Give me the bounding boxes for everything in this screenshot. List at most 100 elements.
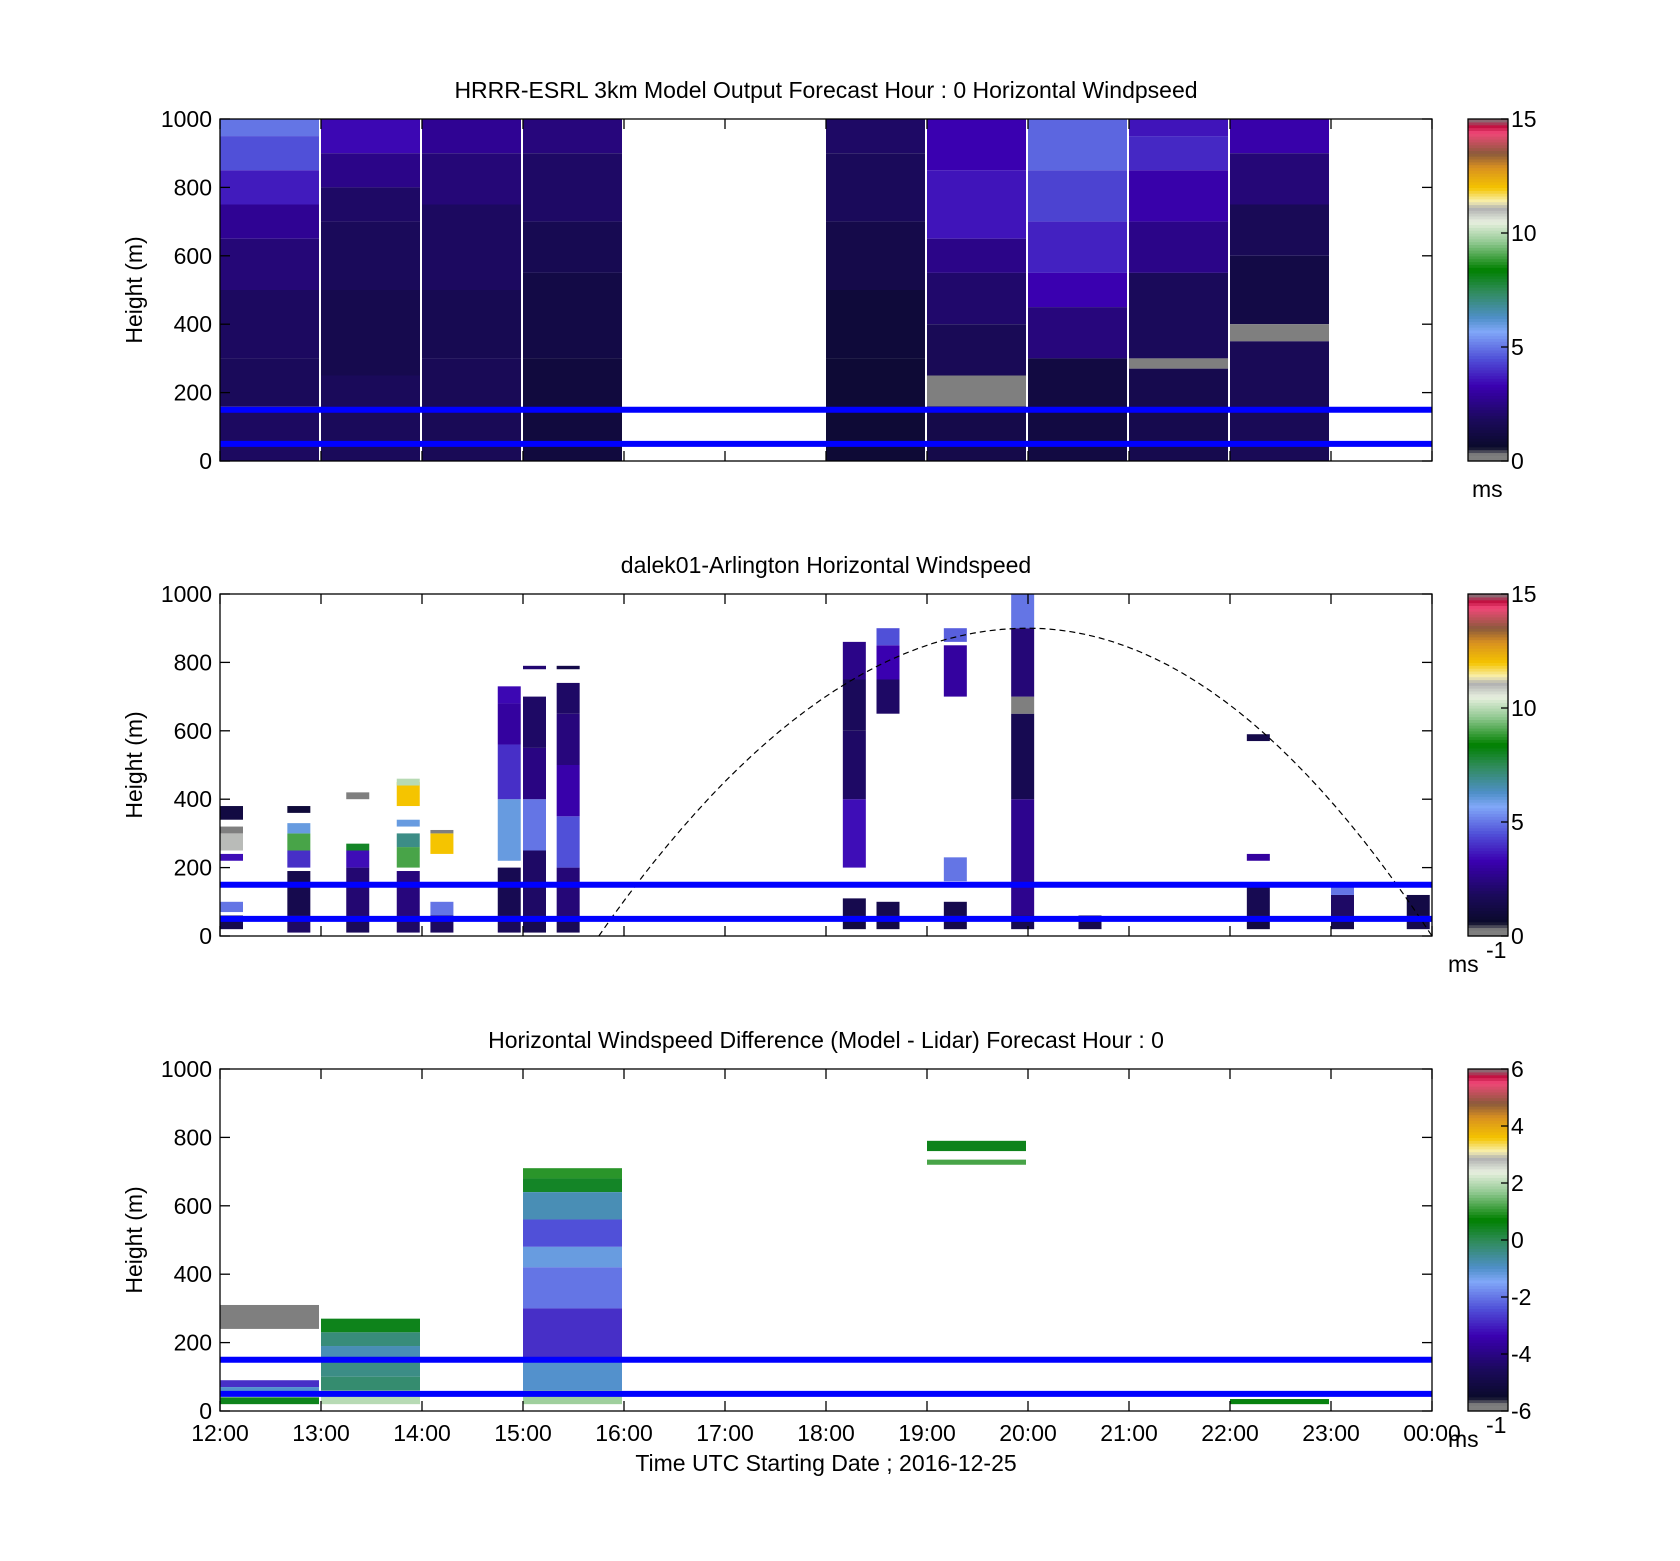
colorbar-step <box>1468 1354 1508 1358</box>
colorbar-step <box>1468 1385 1508 1389</box>
colorbar-step <box>1468 406 1508 411</box>
colorbar-step <box>1468 651 1508 655</box>
colorbar-step <box>1468 270 1508 274</box>
y-tick-label: 600 <box>174 718 212 744</box>
colorbar-step <box>1468 1334 1508 1338</box>
heat-cell <box>321 1346 420 1360</box>
colorbar-step <box>1468 710 1508 715</box>
panel-1: HRRR-ESRL 3km Model Output Forecast Hour… <box>121 77 1537 502</box>
colorbar-step <box>1468 173 1508 177</box>
heat-cell <box>321 1376 420 1391</box>
colorbar-step <box>1468 170 1508 174</box>
y-tick-label: 800 <box>174 174 212 200</box>
colorbar-step <box>1468 594 1508 598</box>
heat-cell <box>556 765 580 817</box>
colorbar-step <box>1468 613 1508 618</box>
heat-cell <box>497 744 521 800</box>
colorbar-step <box>1468 1220 1508 1224</box>
colorbar-step <box>1468 1114 1508 1119</box>
heat-cell <box>1129 272 1228 359</box>
colorbar-step <box>1468 1359 1508 1364</box>
colorbar-step <box>1468 659 1508 663</box>
heat-cell <box>287 833 311 851</box>
x-tick-label: 00:00 <box>1403 1420 1461 1446</box>
colorbar-step <box>1468 210 1508 214</box>
heat-cell <box>943 645 967 697</box>
colorbar-step <box>1468 1194 1508 1198</box>
colorbar-step <box>1468 784 1508 789</box>
heat-cell <box>1230 153 1329 205</box>
colorbar-step <box>1468 124 1508 129</box>
colorbar-step <box>1468 1365 1508 1369</box>
colorbar-step <box>1468 298 1508 302</box>
heat-cell <box>321 119 420 154</box>
colorbar-step <box>1468 235 1508 240</box>
colorbar-step <box>1468 415 1508 419</box>
heat-cell <box>876 679 900 714</box>
colorbar-step <box>1468 921 1508 926</box>
colorbar-step <box>1468 307 1508 311</box>
heat-cell <box>556 682 580 714</box>
colorbar-step <box>1468 1408 1508 1412</box>
heat-cell <box>220 358 319 407</box>
colorbar-step <box>1468 292 1508 297</box>
heat-cell <box>1230 255 1329 325</box>
colorbar-step <box>1468 438 1508 442</box>
colorbar-step <box>1468 1200 1508 1204</box>
heat-cell <box>1230 119 1329 154</box>
heat-cell <box>1011 628 1035 697</box>
colorbar-step <box>1468 839 1508 843</box>
colorbar-step <box>1468 633 1508 638</box>
colorbar-step <box>1468 1225 1508 1230</box>
colorbar-step <box>1468 304 1508 308</box>
colorbar-step <box>1468 887 1508 891</box>
heat-cell <box>287 823 311 834</box>
colorbar-step <box>1468 765 1508 769</box>
x-tick-label: 23:00 <box>1302 1420 1360 1446</box>
heat-cell <box>523 747 546 800</box>
colorbar-step <box>1468 290 1508 294</box>
heat-cell <box>1129 358 1228 369</box>
colorbar-step <box>1468 804 1508 809</box>
colorbar-step <box>1468 927 1508 931</box>
colorbar-step <box>1468 352 1508 357</box>
heat-cell <box>523 665 546 670</box>
colorbar-step <box>1468 1399 1508 1404</box>
colorbar-step <box>1468 682 1508 686</box>
colorbar-step <box>1468 1180 1508 1184</box>
colorbar-step <box>1468 1316 1508 1321</box>
colorbar-step <box>1468 1382 1508 1386</box>
colorbar-step <box>1468 679 1508 683</box>
colorbar-step <box>1468 190 1508 194</box>
heat-cell <box>497 686 521 704</box>
heat-cell <box>422 153 521 205</box>
colorbar-step <box>1468 1291 1508 1295</box>
colorbar-step <box>1468 238 1508 243</box>
colorbar-step <box>1468 1336 1508 1341</box>
heat-cell <box>497 799 521 861</box>
heat-cell <box>1406 894 1430 916</box>
colorbar-step <box>1468 301 1508 305</box>
colorbar-step <box>1468 275 1508 280</box>
heat-cell <box>220 1387 319 1394</box>
colorbar-step <box>1468 861 1508 866</box>
colorbar-step <box>1468 1211 1508 1215</box>
colorbar-step <box>1468 138 1508 143</box>
colorbar-step <box>1468 1168 1508 1173</box>
colorbar-tick-label: 5 <box>1511 809 1524 835</box>
colorbar-step <box>1468 796 1508 800</box>
colorbar-step <box>1468 1165 1508 1170</box>
colorbar-step <box>1468 1228 1508 1233</box>
heat-cell <box>1129 119 1228 137</box>
colorbar-step <box>1468 147 1508 151</box>
colorbar-step <box>1468 369 1508 374</box>
colorbar-step <box>1468 1308 1508 1312</box>
colorbar-step <box>1468 622 1508 626</box>
colorbar-step <box>1468 1274 1508 1278</box>
colorbar-step <box>1468 756 1508 760</box>
colorbar-step <box>1468 1279 1508 1284</box>
colorbar-step <box>1468 876 1508 880</box>
colorbar-step <box>1468 910 1508 914</box>
y-tick-label: 1000 <box>161 581 212 607</box>
colorbar-step <box>1468 1171 1508 1176</box>
